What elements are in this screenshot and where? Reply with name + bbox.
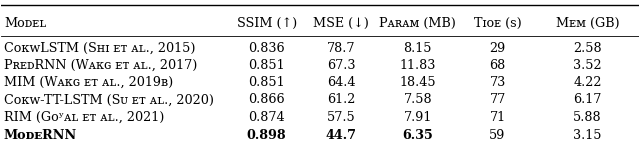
Text: 44.7: 44.7	[326, 129, 356, 142]
Text: 77: 77	[490, 93, 506, 106]
Text: 8.15: 8.15	[403, 42, 432, 55]
Text: Pᴀʀᴀᴍ (MB): Pᴀʀᴀᴍ (MB)	[380, 17, 456, 30]
Text: SSIM (↑): SSIM (↑)	[237, 17, 297, 30]
Text: 18.45: 18.45	[399, 76, 436, 89]
Text: 0.874: 0.874	[248, 110, 285, 124]
Text: 57.5: 57.5	[326, 110, 355, 124]
Text: Mᴇᴍ (GB): Mᴇᴍ (GB)	[556, 17, 620, 30]
Text: 61.2: 61.2	[327, 93, 355, 106]
Text: 7.58: 7.58	[403, 93, 432, 106]
Text: 11.83: 11.83	[399, 59, 436, 72]
Text: CᴏᴋᴡLSTM (Sʜɪ ᴇᴛ ᴀʟ., 2015): CᴏᴋᴡLSTM (Sʜɪ ᴇᴛ ᴀʟ., 2015)	[4, 42, 195, 55]
Text: 2.58: 2.58	[573, 42, 602, 55]
Text: 0.851: 0.851	[248, 59, 285, 72]
Text: MᴏᴅᴇRNN: MᴏᴅᴇRNN	[4, 129, 77, 142]
Text: 0.851: 0.851	[248, 76, 285, 89]
Text: 78.7: 78.7	[327, 42, 355, 55]
Text: RIM (Gᴏʸᴀʟ ᴇᴛ ᴀʟ., 2021): RIM (Gᴏʸᴀʟ ᴇᴛ ᴀʟ., 2021)	[4, 110, 164, 124]
Text: MSE (↓): MSE (↓)	[313, 17, 369, 30]
Text: 0.898: 0.898	[247, 129, 287, 142]
Text: 4.22: 4.22	[573, 76, 602, 89]
Text: 71: 71	[490, 110, 506, 124]
Text: 68: 68	[490, 59, 506, 72]
Text: 6.17: 6.17	[573, 93, 602, 106]
Text: Mᴏᴅᴇʟ: Mᴏᴅᴇʟ	[4, 17, 46, 30]
Text: 73: 73	[490, 76, 506, 89]
Text: Tɪᴏᴇ (s): Tɪᴏᴇ (s)	[474, 17, 522, 30]
Text: 64.4: 64.4	[327, 76, 355, 89]
Text: 0.866: 0.866	[248, 93, 285, 106]
Text: 3.15: 3.15	[573, 129, 602, 142]
Text: 67.3: 67.3	[327, 59, 355, 72]
Text: 6.35: 6.35	[403, 129, 433, 142]
Text: PʀᴇᴅRNN (Wᴀᴋɢ ᴇᴛ ᴀʟ., 2017): PʀᴇᴅRNN (Wᴀᴋɢ ᴇᴛ ᴀʟ., 2017)	[4, 59, 197, 72]
Text: 3.52: 3.52	[573, 59, 602, 72]
Text: 59: 59	[490, 129, 506, 142]
Text: 7.91: 7.91	[404, 110, 432, 124]
Text: 29: 29	[490, 42, 506, 55]
Text: 0.836: 0.836	[248, 42, 285, 55]
Text: 5.88: 5.88	[573, 110, 602, 124]
Text: Cᴏᴋᴡ-TT-LSTM (Sᴜ ᴇᴛ ᴀʟ., 2020): Cᴏᴋᴡ-TT-LSTM (Sᴜ ᴇᴛ ᴀʟ., 2020)	[4, 93, 214, 106]
Text: MIM (Wᴀᴋɢ ᴇᴛ ᴀʟ., 2019ʙ): MIM (Wᴀᴋɢ ᴇᴛ ᴀʟ., 2019ʙ)	[4, 76, 173, 89]
